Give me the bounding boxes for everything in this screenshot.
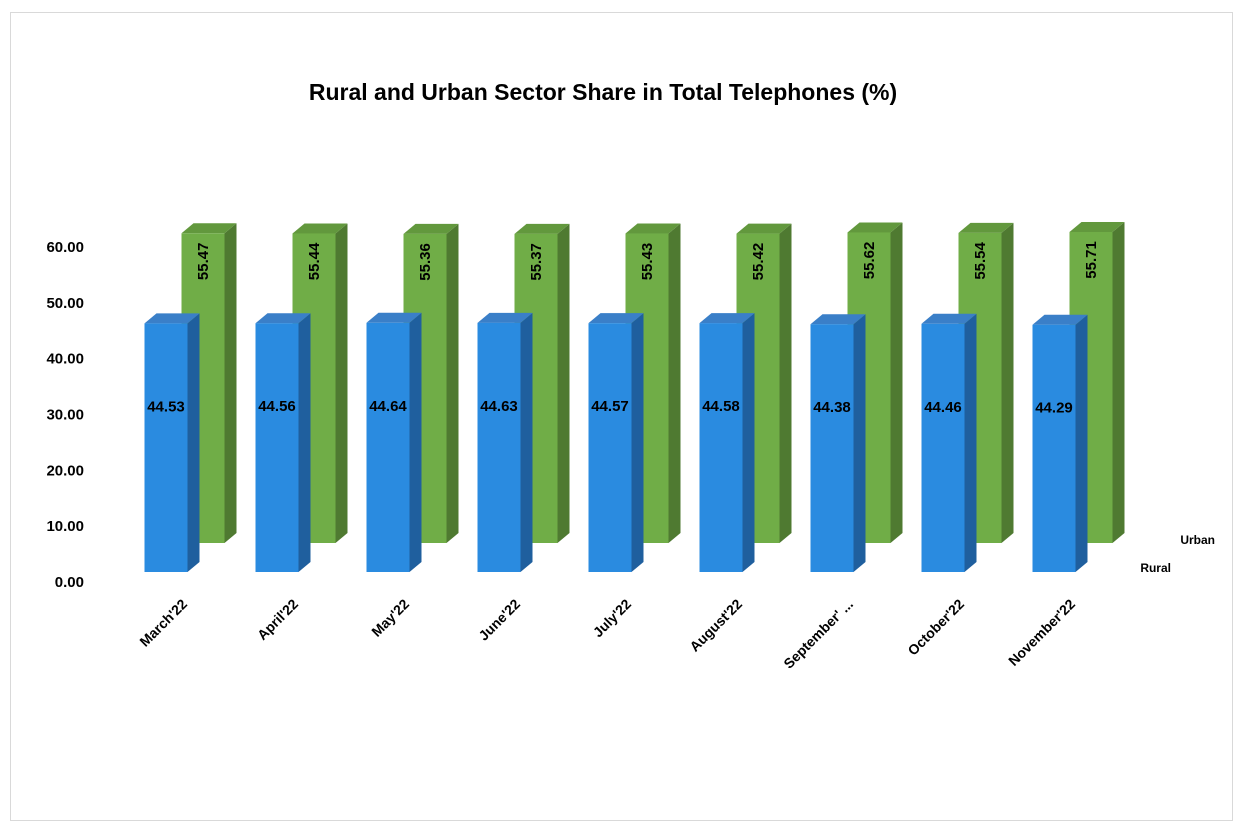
data-label: 44.57 (591, 398, 629, 415)
bar-side (298, 313, 311, 572)
bar-top (921, 313, 977, 324)
bar-top (810, 314, 866, 325)
bar-top (292, 223, 348, 234)
bar-side (742, 313, 755, 572)
bar (366, 312, 422, 572)
bar-top (588, 313, 644, 324)
y-tick-label: 40.00 (46, 351, 84, 368)
data-label: 44.63 (480, 398, 518, 415)
bar-front (810, 324, 854, 572)
data-label: 55.42 (750, 243, 767, 281)
bar-side (631, 313, 644, 572)
bar-top (1069, 221, 1125, 232)
bar-top (477, 312, 533, 323)
data-label: 55.36 (417, 243, 434, 281)
y-tick-label: 30.00 (46, 407, 84, 424)
bar-front (255, 323, 299, 572)
bar-side (1075, 314, 1088, 572)
bar (255, 313, 311, 572)
bar-top (181, 223, 237, 234)
data-label: 44.56 (258, 398, 296, 415)
bar-top (366, 312, 422, 323)
y-tick-label: 50.00 (46, 295, 84, 312)
bar-side (853, 314, 866, 572)
bar-top (255, 313, 311, 324)
bar (958, 222, 1014, 543)
bar (588, 313, 644, 572)
bar-front (1032, 324, 1076, 572)
data-label: 55.71 (1083, 241, 1100, 279)
bar-top (736, 223, 792, 234)
bar-front (588, 323, 632, 572)
bar (477, 312, 533, 572)
data-label: 55.37 (528, 243, 545, 281)
data-label: 44.58 (702, 398, 740, 415)
bar (921, 313, 977, 572)
depth-label: Rural (1140, 561, 1171, 575)
bar-front (477, 322, 521, 572)
y-tick-label: 60.00 (46, 239, 84, 256)
data-label: 44.53 (147, 398, 185, 415)
bar-top (958, 222, 1014, 233)
bar-top (403, 223, 459, 234)
data-label: 44.38 (813, 399, 851, 416)
bar (1032, 314, 1088, 572)
bar-side (779, 223, 792, 544)
data-label: 55.44 (306, 242, 323, 280)
bar-side (224, 223, 237, 544)
data-label: 55.47 (195, 243, 212, 281)
bar-side (409, 312, 422, 572)
data-label: 44.46 (924, 399, 962, 416)
bar-top (847, 222, 903, 233)
bar-top (699, 313, 755, 324)
bar (810, 314, 866, 572)
bar-side (446, 223, 459, 543)
bar-top (144, 313, 200, 324)
data-label: 44.29 (1035, 400, 1073, 417)
bar-side (668, 223, 681, 543)
bar-side (890, 222, 903, 543)
bar-side (1112, 221, 1125, 543)
bar (699, 313, 755, 572)
bar-side (335, 223, 348, 543)
data-label: 55.54 (972, 241, 989, 279)
bar-side (1001, 222, 1014, 543)
bar-side (187, 313, 200, 572)
data-label: 44.64 (369, 398, 407, 415)
bar-front (144, 323, 188, 572)
chart-title: Rural and Urban Sector Share in Total Te… (309, 79, 897, 105)
bar-side (520, 312, 533, 572)
y-tick-label: 10.00 (46, 518, 84, 535)
bar (144, 313, 200, 572)
bar-side (964, 313, 977, 572)
bar-top (1032, 314, 1088, 325)
depth-label: Urban (1180, 533, 1215, 547)
bar-top (625, 223, 681, 234)
bar-side (557, 223, 570, 543)
y-tick-label: 20.00 (46, 462, 84, 479)
data-label: 55.43 (639, 243, 656, 281)
bar-front (699, 323, 743, 572)
data-label: 55.62 (861, 242, 878, 280)
y-tick-label: 0.00 (55, 574, 84, 591)
bar-top (514, 223, 570, 234)
bar-front (921, 323, 965, 572)
bar-front (366, 322, 410, 572)
